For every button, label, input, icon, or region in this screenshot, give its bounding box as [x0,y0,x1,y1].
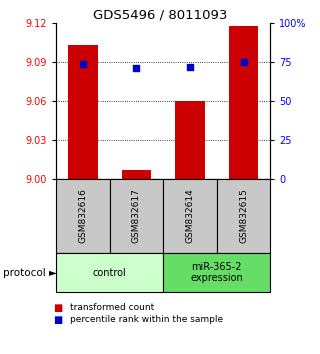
Bar [229,25,258,179]
Bar [175,101,205,179]
Text: protocol ►: protocol ► [3,268,57,278]
Text: percentile rank within the sample: percentile rank within the sample [70,315,224,324]
Point [134,65,139,71]
Text: control: control [93,268,126,278]
Text: GSM832616: GSM832616 [78,188,87,244]
Point [80,61,85,66]
Bar [217,179,270,253]
Bar [122,170,151,179]
Text: GSM832614: GSM832614 [186,189,195,243]
Bar [56,179,109,253]
Point [241,59,246,65]
Text: GSM832617: GSM832617 [132,188,141,244]
Text: miR-365-2
expression: miR-365-2 expression [190,262,243,284]
Bar [163,253,270,292]
Point [188,64,193,69]
Text: GSM832615: GSM832615 [239,188,248,244]
Text: GDS5496 / 8011093: GDS5496 / 8011093 [93,9,227,22]
Bar [109,179,163,253]
Text: ■: ■ [53,315,62,325]
Text: ■: ■ [53,303,62,313]
Text: transformed count: transformed count [70,303,155,312]
Bar [163,179,217,253]
Bar [56,253,163,292]
Bar [68,45,98,179]
